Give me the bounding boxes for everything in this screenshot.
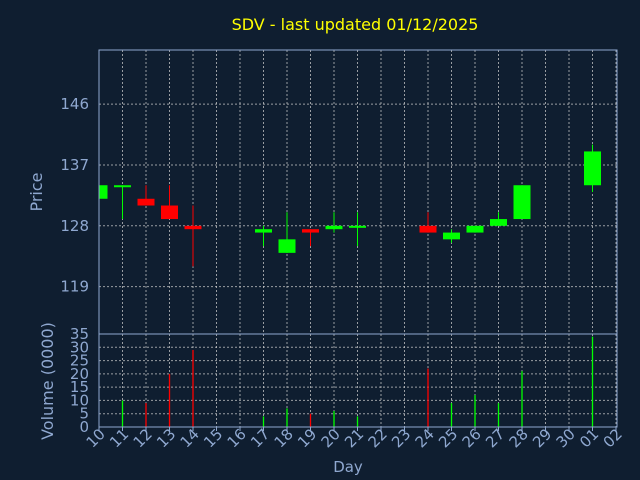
candle-body [137, 198, 155, 206]
candle [278, 212, 296, 253]
x-tick-label: 30 [553, 425, 579, 451]
price-tick-label: 137 [60, 156, 89, 174]
candle-body [584, 151, 601, 186]
candle [443, 229, 460, 243]
candle-body [513, 185, 531, 220]
x-tick-label: 14 [177, 425, 203, 451]
candle [302, 229, 319, 247]
volume-tick-label: 30 [70, 338, 89, 356]
candle [325, 212, 343, 233]
x-tick-label: 20 [318, 425, 344, 451]
chart-title: SDV - last updated 01/12/2025 [232, 15, 479, 34]
x-tick-label: 25 [435, 425, 461, 451]
candle-body [466, 225, 484, 233]
volume-tick-label: 25 [70, 352, 89, 370]
x-tick-label: 21 [341, 425, 367, 451]
x-tick-label: 11 [106, 425, 132, 451]
candle [161, 185, 178, 220]
x-tick-label: 12 [130, 425, 156, 451]
candle [349, 212, 366, 247]
volume-tick-label: 20 [70, 365, 89, 383]
candle-body [99, 185, 108, 199]
candle [584, 144, 601, 192]
volume-tick-label: 35 [70, 325, 89, 343]
x-tick-label: 17 [247, 425, 273, 451]
candle-body [114, 185, 131, 188]
volume-tick-label: 10 [70, 391, 89, 409]
x-tick-label: 15 [200, 425, 226, 451]
x-tick-label: 01 [576, 425, 602, 451]
candle [114, 185, 131, 220]
price-tick-label: 146 [60, 95, 89, 113]
volume-axis-label: Volume (0000) [38, 322, 57, 440]
candle [466, 225, 484, 233]
x-tick-label: 23 [388, 425, 414, 451]
x-tick-label: 16 [224, 425, 250, 451]
candle [137, 185, 155, 206]
candle-body [325, 225, 343, 230]
candle-body [419, 225, 437, 233]
x-tick-label: 02 [600, 425, 626, 451]
x-tick-label: 29 [529, 425, 555, 451]
price-axis-label: Price [27, 172, 46, 211]
x-axis-label: Day [333, 458, 363, 476]
candle-body [255, 229, 272, 233]
candle-body [443, 232, 460, 240]
x-tick-label: 13 [153, 425, 179, 451]
candle [184, 205, 202, 267]
x-tick-label: 28 [506, 425, 532, 451]
candle-body [490, 219, 507, 226]
candle [513, 185, 531, 220]
x-tick-label: 27 [482, 425, 508, 451]
volume-tick-label: 15 [70, 378, 89, 396]
candle-body [184, 225, 202, 230]
price-panel: 119 128 137 146 [60, 49, 618, 335]
candle-body [278, 239, 296, 253]
volume-tick-label: 0 [79, 418, 89, 436]
x-tick-label: 24 [412, 425, 438, 451]
price-tick-label: 119 [60, 278, 89, 296]
x-tick-label: 18 [271, 425, 297, 451]
volume-tick-label: 5 [79, 405, 89, 423]
candle [255, 225, 272, 247]
candle [419, 212, 437, 233]
x-tick-label: 26 [459, 425, 485, 451]
x-tick-label: 19 [294, 425, 320, 451]
candle-body [302, 229, 319, 233]
candle-body [161, 205, 178, 220]
x-tick-label: 22 [365, 425, 391, 451]
x-axis: 1011121314151617181920212223242526272829… [83, 425, 626, 451]
candle [490, 212, 507, 226]
candle [98, 185, 108, 199]
price-tick-label: 128 [60, 217, 89, 235]
candle-body [349, 225, 366, 228]
